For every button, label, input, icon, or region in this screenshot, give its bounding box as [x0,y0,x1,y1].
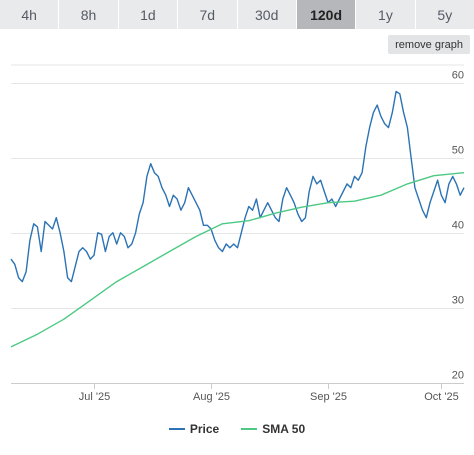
series-line-price [10,90,465,283]
range-tab-5y[interactable]: 5y [415,0,474,29]
y-tick-label: 30 [452,295,464,307]
range-tab-1y[interactable]: 1y [356,0,415,29]
range-tab-30d[interactable]: 30d [237,0,296,29]
range-tab-8h[interactable]: 8h [59,0,118,29]
range-tab-1d[interactable]: 1d [118,0,178,29]
legend-item-price[interactable]: Price [168,422,220,436]
x-tick-label: Aug '25 [193,391,230,403]
x-tick-label: Oct '25 [424,391,459,403]
legend-label-sma-50: SMA 50 [262,422,306,436]
y-tick-label: 20 [452,370,464,382]
legend-item-sma-50[interactable]: SMA 50 [241,422,305,436]
range-tab-7d[interactable]: 7d [178,0,237,29]
legend-swatch-sma-50 [241,428,258,430]
x-tick-label: Jul '25 [79,391,110,403]
chart-legend: Price SMA 50 [0,421,474,437]
legend-label-price: Price [189,422,220,436]
legend-swatch-price [168,428,185,430]
range-tab-120d[interactable]: 120d [296,0,356,29]
y-tick-label: 50 [452,145,464,157]
remove-graph-button[interactable]: remove graph [388,35,470,54]
range-tab-4h[interactable]: 4h [0,0,59,29]
y-tick-label: 60 [452,70,464,82]
y-tick-label: 40 [452,220,464,232]
range-tabs: 4h 8h 1d 7d 30d 120d 1y 5y [0,0,474,30]
series-line-sma-50 [10,172,465,348]
x-tick-label: Sep '25 [310,391,347,403]
